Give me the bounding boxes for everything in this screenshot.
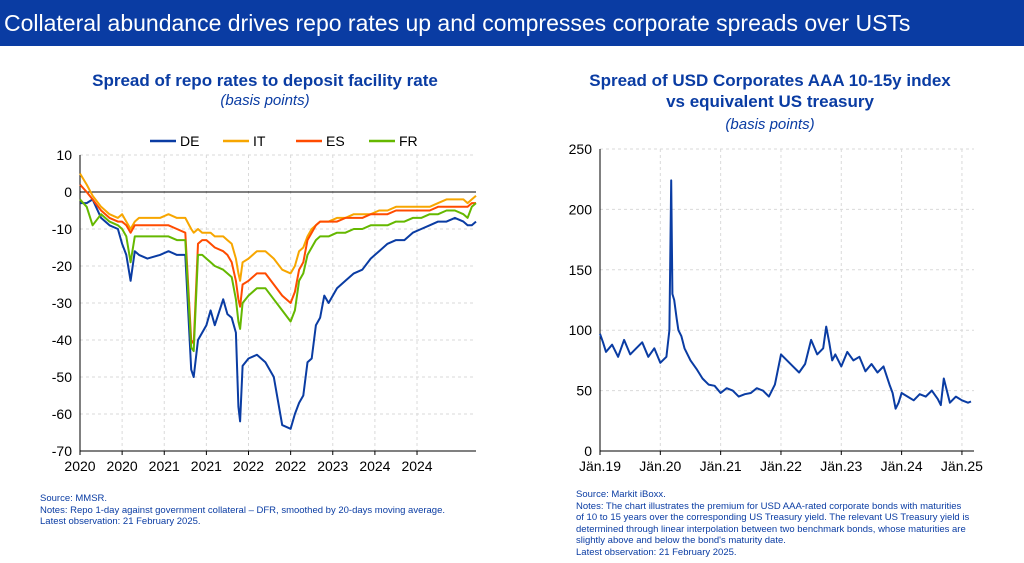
right-notes-line-3: determined through linear interpolation … xyxy=(576,523,966,535)
y-tick-label: -30 xyxy=(52,295,72,311)
y-tick-label: -40 xyxy=(52,332,72,348)
right-latest-note: Latest observation: 21 February 2025. xyxy=(576,546,737,558)
series-line xyxy=(599,179,972,410)
left-chart-title: Spread of repo rates to deposit facility… xyxy=(92,71,438,90)
y-tick-label: 250 xyxy=(569,141,593,157)
y-tick-label: 0 xyxy=(64,184,72,200)
x-tick-label: Jän.21 xyxy=(700,458,742,474)
y-tick-label: -50 xyxy=(52,369,72,385)
legend-label-de: DE xyxy=(180,133,199,149)
right-notes-line-2: of 10 to 15 years over the corresponding… xyxy=(576,512,970,523)
y-tick-label: 100 xyxy=(569,322,593,338)
x-tick-label: Jän.19 xyxy=(579,458,621,474)
right-chart-title-line1: Spread of USD Corporates AAA 10-15y inde… xyxy=(589,71,951,90)
legend-label-it: IT xyxy=(253,133,266,149)
legend-label-fr: FR xyxy=(399,133,418,149)
x-tick-label: 2022 xyxy=(275,458,306,474)
x-tick-label: Jän.23 xyxy=(820,458,862,474)
left-source-note: Source: MMSR. xyxy=(40,493,108,504)
x-tick-label: 2020 xyxy=(64,458,95,474)
y-tick-label: 50 xyxy=(576,383,592,399)
series-line-it xyxy=(79,172,477,282)
series-line-es xyxy=(79,183,476,345)
x-tick-label: 2021 xyxy=(149,458,180,474)
left-chart-notes: Source: MMSR. Notes: Repo 1-day against … xyxy=(40,493,500,528)
series-line-de xyxy=(80,198,477,430)
right-source-note: Source: Markit iBoxx. xyxy=(576,489,666,500)
right-notes-line-1: Notes: The chart illustrates the premium… xyxy=(576,500,962,512)
y-tick-label: 10 xyxy=(56,147,72,163)
x-tick-label: 2024 xyxy=(359,458,390,474)
x-tick-label: 2024 xyxy=(401,458,432,474)
banner-title: Collateral abundance drives repo rates u… xyxy=(0,0,1024,46)
x-tick-label: Jän.25 xyxy=(941,458,983,474)
x-tick-label: Jän.24 xyxy=(881,458,923,474)
right-chart-notes: Source: Markit iBoxx. Notes: The chart i… xyxy=(576,489,1021,558)
y-tick-label: -60 xyxy=(52,406,72,422)
left-chart-subtitle: (basis points) xyxy=(220,92,310,109)
right-chart-title: Spread of USD Corporates AAA 10-15y inde… xyxy=(520,70,1020,112)
left-latest-note: Latest observation: 21 February 2025. xyxy=(40,516,201,527)
x-tick-label: Jän.22 xyxy=(760,458,802,474)
y-tick-label: 200 xyxy=(569,201,593,217)
right-chart-title-line2: vs equivalent US treasury xyxy=(666,92,874,111)
y-tick-label: -70 xyxy=(52,443,72,459)
right-notes-line-4: slightly above and below the bond's matu… xyxy=(576,535,786,546)
x-tick-label: Jän.20 xyxy=(639,458,681,474)
right-chart-subtitle: (basis points) xyxy=(725,116,815,133)
x-tick-label: 2023 xyxy=(317,458,348,474)
x-tick-label: 2022 xyxy=(233,458,264,474)
y-tick-label: -10 xyxy=(52,221,72,237)
x-tick-label: 2020 xyxy=(107,458,138,474)
y-tick-label: 0 xyxy=(584,443,592,459)
y-tick-label: -20 xyxy=(52,258,72,274)
legend-label-es: ES xyxy=(326,133,345,149)
series-line-fr xyxy=(79,198,477,353)
right-chart: 0 50 100 150 200 250 Jän.19 Jän.20 Jän.21 Jän.22 J… xyxy=(569,141,984,474)
left-notes-text: Notes: Repo 1-day against government col… xyxy=(40,504,446,516)
y-tick-label: 150 xyxy=(569,262,593,278)
x-tick-label: 2021 xyxy=(191,458,222,474)
